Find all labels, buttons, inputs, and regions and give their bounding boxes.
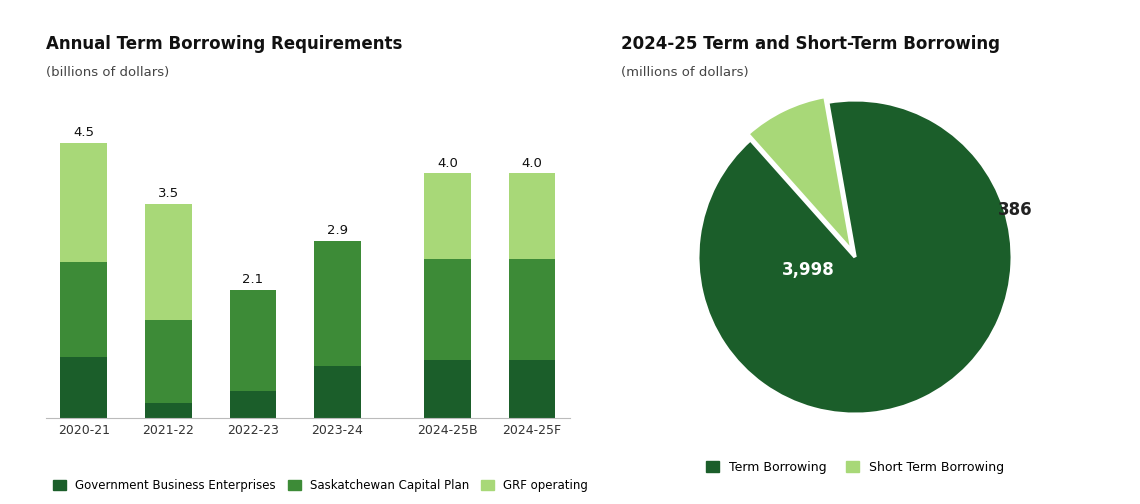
Text: 3,998: 3,998 [781,261,834,279]
Bar [424,259,471,360]
Bar [508,360,555,418]
Bar [145,204,192,320]
Bar [60,357,107,418]
Text: 386: 386 [999,201,1033,219]
Text: 4.5: 4.5 [73,126,95,139]
Text: Annual Term Borrowing Requirements: Annual Term Borrowing Requirements [46,35,402,53]
Text: 4.0: 4.0 [521,157,543,169]
Wedge shape [698,100,1012,414]
Bar [60,143,107,262]
Text: 2.9: 2.9 [327,224,348,237]
Bar [229,290,276,391]
Bar [508,259,555,360]
Legend: Government Business Enterprises, Saskatchewan Capital Plan, GRF operating: Government Business Enterprises, Saskatc… [51,478,589,493]
Bar [424,360,471,418]
Text: 2.1: 2.1 [243,273,263,286]
Text: 4.0: 4.0 [437,157,458,169]
Text: (millions of dollars): (millions of dollars) [621,66,749,79]
Text: 2024-25 Term and Short-Term Borrowing: 2024-25 Term and Short-Term Borrowing [621,35,1000,53]
Text: 3.5: 3.5 [157,187,179,200]
Bar [315,366,360,418]
Wedge shape [748,97,853,251]
Legend: Term Borrowing, Short Term Borrowing: Term Borrowing, Short Term Borrowing [705,459,1005,475]
Bar [508,173,555,259]
Bar [424,173,471,259]
Bar [60,262,107,357]
Bar [145,320,192,403]
Bar [229,391,276,418]
Bar [145,403,192,418]
Text: (billions of dollars): (billions of dollars) [46,66,169,79]
Bar [315,240,360,366]
